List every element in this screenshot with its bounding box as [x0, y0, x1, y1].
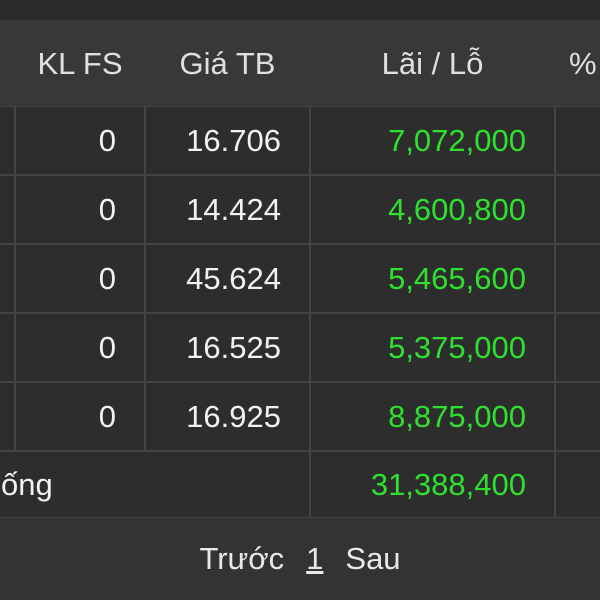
cell: 0 — [15, 244, 145, 313]
cell — [555, 313, 600, 382]
header-cell: Giá TB — [145, 20, 310, 106]
cell — [0, 382, 15, 451]
cell: 16.525 — [145, 313, 310, 382]
cell: 14.424 — [145, 175, 310, 244]
cell — [555, 175, 600, 244]
cell: 0 — [15, 382, 145, 451]
header-cell — [0, 20, 15, 106]
header-cell: % — [555, 20, 600, 106]
profit-cell: 5,465,600 — [310, 244, 555, 313]
cell — [555, 451, 600, 518]
cell: 16.925 — [145, 382, 310, 451]
cell: 0 — [15, 313, 145, 382]
cell — [0, 175, 15, 244]
pagination: Trước 1 Sau — [0, 518, 600, 600]
cell: 0 — [15, 175, 145, 244]
header-cell: Lãi / Lỗ — [310, 20, 555, 106]
profit-cell: 5,375,000 — [310, 313, 555, 382]
profit-cell: 8,875,000 — [310, 382, 555, 451]
total-label: ống — [0, 451, 310, 518]
cell — [555, 106, 600, 175]
cell: 0 — [15, 106, 145, 175]
cell — [0, 244, 15, 313]
cell: 45.624 — [145, 244, 310, 313]
cell — [555, 244, 600, 313]
cell — [555, 382, 600, 451]
page-number[interactable]: 1 — [306, 541, 324, 576]
header-cell: KL FS — [15, 20, 145, 106]
cell: 16.706 — [145, 106, 310, 175]
total-value: 31,388,400 — [310, 451, 555, 518]
prev-button[interactable]: Trước — [199, 541, 285, 576]
next-button[interactable]: Sau — [345, 541, 401, 576]
cell — [0, 313, 15, 382]
profit-cell: 7,072,000 — [310, 106, 555, 175]
profit-cell: 4,600,800 — [310, 175, 555, 244]
cell — [0, 106, 15, 175]
top-strip — [0, 0, 600, 20]
